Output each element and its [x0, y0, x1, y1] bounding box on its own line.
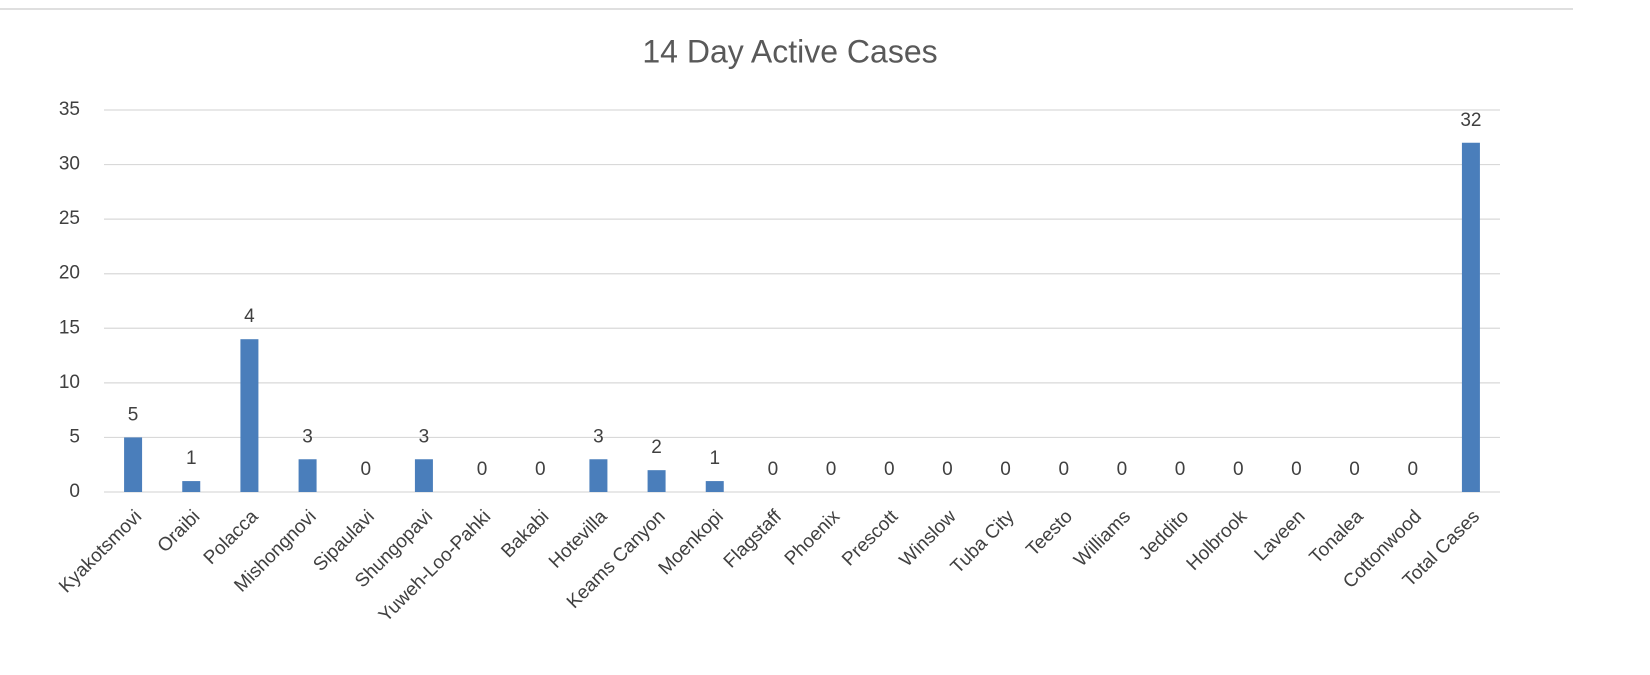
x-tick-label: Jeddito [1135, 506, 1193, 564]
x-tick-label: Oraibi [154, 506, 205, 557]
bar [705, 481, 724, 492]
value-label: 0 [477, 459, 488, 480]
value-label: 4 [244, 306, 255, 327]
value-label: 0 [1117, 459, 1128, 480]
x-tick-label: Kyakotsmovi [55, 506, 146, 597]
x-tick-label: Flagstaff [720, 506, 787, 573]
x-tick-label: Williams [1070, 506, 1135, 571]
value-label: 0 [360, 459, 371, 480]
value-label: 2 [651, 437, 662, 458]
y-tick-label: 30 [59, 154, 80, 175]
x-tick-label: Prescott [838, 506, 903, 571]
y-tick-label: 35 [59, 99, 80, 120]
bar [1461, 142, 1480, 492]
value-label: 0 [826, 459, 837, 480]
bar [124, 437, 143, 492]
x-tick-label: Holbrook [1183, 506, 1252, 575]
y-tick-label: 5 [69, 426, 80, 447]
value-label: 3 [419, 426, 430, 447]
value-label: 0 [1291, 459, 1302, 480]
bar [589, 459, 608, 492]
value-label: 0 [1233, 459, 1244, 480]
bar [647, 470, 666, 492]
value-label: 0 [1349, 459, 1360, 480]
value-label: 0 [884, 459, 895, 480]
value-label: 32 [1460, 110, 1481, 131]
y-tick-label: 10 [59, 372, 80, 393]
value-label: 0 [535, 459, 546, 480]
y-tick-label: 15 [59, 317, 80, 338]
bar [298, 459, 317, 492]
bar [240, 339, 259, 492]
x-tick-label: Phoenix [781, 506, 845, 570]
x-tick-label: Tuba City [947, 506, 1019, 578]
value-label: 0 [1407, 459, 1418, 480]
x-tick-label: Teesto [1022, 506, 1076, 560]
value-label: 3 [593, 426, 604, 447]
value-label: 5 [128, 404, 139, 425]
y-tick-label: 0 [69, 481, 80, 502]
x-tick-label: Keams Canyon [563, 506, 670, 613]
value-label: 1 [186, 448, 197, 469]
chart-title: 14 Day Active Cases [642, 33, 937, 69]
value-label: 0 [768, 459, 779, 480]
bar [414, 459, 433, 492]
y-tick-label: 25 [59, 208, 80, 229]
value-label: 0 [1058, 459, 1069, 480]
value-label: 0 [942, 459, 953, 480]
x-tick-label: Yuweh-Loo-Pahki [375, 506, 495, 626]
x-tick-label: Laveen [1251, 506, 1310, 565]
bar [182, 481, 201, 492]
y-tick-label: 20 [59, 263, 80, 284]
value-label: 3 [302, 426, 313, 447]
value-label: 1 [709, 448, 720, 469]
x-tick-label: Bakabi [497, 506, 553, 562]
value-label: 0 [1000, 459, 1011, 480]
value-label: 0 [1175, 459, 1186, 480]
